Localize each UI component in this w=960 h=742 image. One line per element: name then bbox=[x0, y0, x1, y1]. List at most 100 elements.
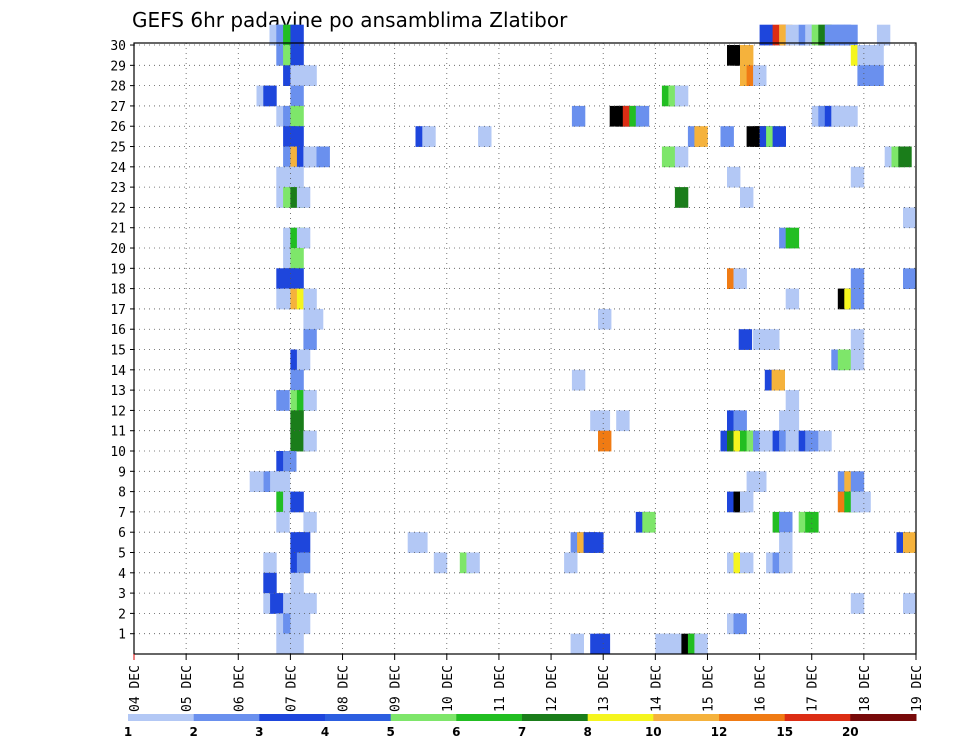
heatmap-cell bbox=[270, 593, 284, 614]
plot-frame bbox=[133, 42, 917, 655]
heatmap-cell bbox=[727, 166, 741, 188]
y-tick-label: 20 bbox=[110, 242, 126, 257]
heatmap-cell bbox=[785, 410, 800, 432]
heatmap-cell bbox=[779, 511, 793, 533]
colorbar-swatch bbox=[193, 714, 260, 721]
heatmap-cell bbox=[276, 471, 291, 492]
y-tick-label: 22 bbox=[110, 201, 126, 216]
colorbar-swatch bbox=[325, 714, 392, 721]
colorbar-swatch bbox=[850, 714, 917, 721]
heatmap-cell bbox=[753, 471, 767, 492]
heatmap-cell bbox=[303, 430, 317, 452]
y-tick-label: 23 bbox=[110, 181, 126, 196]
y-tick-label: 27 bbox=[110, 100, 126, 115]
heatmap-cell bbox=[290, 593, 304, 614]
colorbar-label: 5 bbox=[387, 725, 395, 739]
heatmap-cell bbox=[837, 349, 852, 371]
heatmap-cell bbox=[596, 633, 611, 655]
grid-lines bbox=[134, 43, 916, 654]
heatmap-cell bbox=[263, 552, 277, 574]
colorbar: 1 2 3 4 5 6 7 8 10 12 15 20 bbox=[124, 714, 917, 739]
heatmap-cell bbox=[740, 552, 754, 574]
heatmap-cell bbox=[903, 593, 917, 614]
colorbar-swatch bbox=[719, 714, 786, 721]
heatmap-cell bbox=[466, 552, 480, 574]
heatmap-cell bbox=[870, 65, 884, 86]
colorbar-label: 1 bbox=[124, 725, 132, 739]
y-tick-label: 12 bbox=[110, 404, 126, 419]
y-tick-label: 13 bbox=[110, 384, 126, 399]
heatmap-cell bbox=[771, 369, 785, 391]
heatmap-cell bbox=[290, 126, 304, 147]
heatmap-cell bbox=[753, 65, 767, 86]
y-tick-label: 26 bbox=[110, 120, 126, 135]
y-tick-label: 1 bbox=[118, 628, 126, 643]
heatmap-cell bbox=[596, 410, 611, 432]
colorbar-swatch bbox=[128, 714, 195, 721]
heatmap-cell bbox=[290, 45, 304, 66]
x-tick-label: 04 DEC bbox=[128, 665, 143, 712]
chart-title: GEFS 6hr padavine po ansamblima Zlatibor bbox=[132, 8, 568, 32]
heatmap-cell bbox=[263, 572, 277, 594]
heatmap-cell bbox=[674, 187, 689, 208]
heatmap-cell bbox=[785, 24, 800, 46]
x-tick-label: 05 DEC bbox=[180, 665, 195, 712]
heatmap-cell bbox=[903, 532, 917, 553]
heatmap-cell bbox=[290, 248, 304, 269]
heatmap-cell bbox=[785, 390, 800, 411]
colorbar-label: 8 bbox=[584, 725, 592, 739]
heatmap-cell bbox=[564, 552, 578, 574]
heatmap-cell bbox=[276, 390, 290, 411]
x-tick-label: 19 DEC bbox=[910, 665, 925, 712]
heatmap-cell bbox=[850, 349, 865, 371]
y-tick-label: 25 bbox=[110, 141, 126, 156]
heatmap-cell bbox=[850, 166, 865, 188]
colorbar-label: 10 bbox=[645, 725, 662, 739]
colorbar-swatch bbox=[653, 714, 720, 721]
heatmap-cell bbox=[766, 329, 780, 350]
heatmap-cell bbox=[779, 532, 793, 553]
y-tick-label: 15 bbox=[110, 344, 126, 359]
heatmap-cell bbox=[785, 288, 800, 310]
y-axis-ticks: 1234567891011121314151617181920212223242… bbox=[110, 39, 134, 643]
x-tick-label: 16 DEC bbox=[754, 665, 769, 712]
heatmap-cell bbox=[694, 633, 708, 655]
heatmap-cell bbox=[733, 613, 747, 635]
colorbar-swatch bbox=[522, 714, 589, 721]
y-tick-label: 19 bbox=[110, 262, 126, 277]
y-tick-label: 7 bbox=[118, 506, 126, 521]
colorbar-swatch bbox=[587, 714, 654, 721]
y-tick-label: 17 bbox=[110, 303, 126, 318]
y-tick-label: 3 bbox=[118, 587, 126, 602]
heatmap-cell bbox=[276, 511, 290, 533]
heatmap-cell bbox=[296, 349, 311, 371]
heatmap-cell bbox=[903, 268, 917, 289]
heatmap-cell bbox=[785, 227, 800, 249]
heatmap-cell bbox=[668, 633, 682, 655]
heatmap-cell bbox=[570, 633, 584, 655]
heatmap-cell bbox=[296, 187, 311, 208]
heatmap-cell bbox=[759, 24, 773, 46]
heatmap-cell bbox=[779, 552, 793, 574]
heatmap-cells bbox=[249, 24, 917, 655]
heatmap-cell bbox=[290, 166, 304, 188]
heatmap-cell bbox=[303, 593, 317, 614]
heatmap-cell bbox=[642, 511, 656, 533]
heatmap-cell bbox=[903, 207, 917, 229]
y-tick-label: 30 bbox=[110, 39, 126, 54]
y-tick-label: 24 bbox=[110, 161, 126, 176]
heatmap-cell bbox=[309, 308, 324, 330]
y-tick-label: 9 bbox=[118, 465, 126, 480]
colorbar-label: 20 bbox=[842, 725, 859, 739]
colorbar-label: 3 bbox=[255, 725, 263, 739]
heatmap-cell bbox=[283, 451, 297, 472]
heatmap-cell bbox=[296, 613, 311, 635]
heatmap-cell bbox=[303, 65, 317, 86]
y-tick-label: 6 bbox=[118, 526, 126, 541]
heatmap-cell bbox=[674, 146, 689, 168]
heatmap-cell bbox=[263, 85, 277, 107]
colorbar-swatch bbox=[784, 714, 851, 721]
x-tick-label: 17 DEC bbox=[806, 665, 821, 712]
x-tick-label: 15 DEC bbox=[701, 665, 716, 712]
colorbar-label: 2 bbox=[190, 725, 198, 739]
